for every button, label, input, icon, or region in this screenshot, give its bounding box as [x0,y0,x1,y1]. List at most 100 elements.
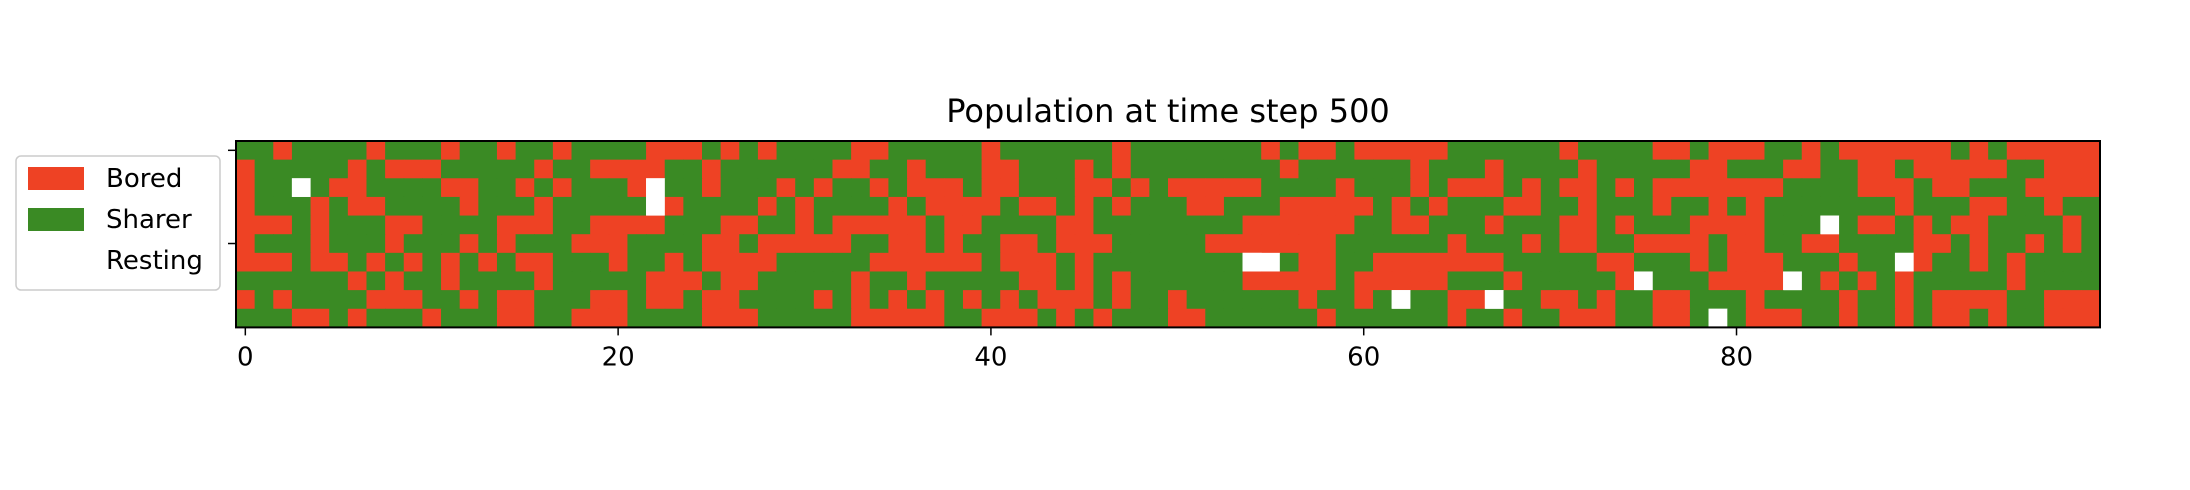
heatmap-cell [1168,159,1188,179]
heatmap-cell [1168,308,1188,328]
heatmap-cell [273,234,293,254]
heatmap-cell [1447,141,1467,161]
heatmap-cell [1857,178,1877,198]
heatmap-cell [1205,308,1225,328]
heatmap-cell [1578,159,1598,179]
heatmap-cell [813,234,834,254]
heatmap-cell [1447,196,1467,217]
legend-label: Bored [106,164,182,194]
heatmap-cell [608,271,629,291]
heatmap-cell [236,252,256,273]
heatmap-cell [1857,141,1877,161]
heatmap-cell [1932,178,1952,198]
heatmap-cell [273,308,293,328]
heatmap-cell-resting [1634,271,1653,291]
heatmap-cell [776,290,796,310]
heatmap-cell [1112,252,1132,273]
heatmap-cell [664,271,684,291]
heatmap-cell [1391,308,1411,328]
heatmap-cell [552,141,573,161]
heatmap-cell [310,159,330,179]
heatmap-cell [776,252,796,273]
heatmap-cell [776,308,796,328]
heatmap-cell [832,196,852,217]
heatmap-cell [925,290,945,310]
heatmap-cell [2006,234,2027,254]
heatmap-cell [1764,159,1784,179]
heatmap-cell [552,178,573,198]
heatmap-cell [1634,215,1654,235]
heatmap-cell [1559,308,1579,328]
heatmap-cell [1391,141,1411,161]
heatmap-cell [702,178,722,198]
heatmap-cell [254,178,274,198]
heatmap-cell [1056,159,1076,179]
heatmap-cell [627,141,647,161]
heatmap-cell [2081,215,2101,235]
heatmap-cell [1428,271,1449,291]
heatmap-cell [1503,159,1523,179]
heatmap-cell [496,196,517,217]
heatmap-cell [1634,290,1654,310]
heatmap-cell [2025,196,2045,217]
heatmap-cell [236,215,256,235]
heatmap-cell [1634,159,1654,179]
heatmap-cell [366,234,386,254]
heatmap-cell [683,252,703,273]
heatmap-cell [1335,215,1355,235]
heatmap-cell [1950,252,1971,273]
heatmap-cell [1634,252,1654,273]
heatmap-cell [571,252,591,273]
heatmap-cell [739,271,759,291]
heatmap-cell [1969,308,1989,328]
heatmap-cell [1950,178,1971,198]
heatmap-cell [1988,159,2008,179]
heatmap-cell [702,290,722,310]
heatmap-cell [1764,215,1784,235]
heatmap-cell [571,215,591,235]
heatmap-cell [888,271,908,291]
heatmap-cell [1876,308,1896,328]
heatmap-cell [1186,234,1206,254]
heatmap-cell [459,308,479,328]
heatmap-cell [1205,215,1225,235]
heatmap-cell [1913,141,1933,161]
heatmap-cell [1242,290,1262,310]
heatmap-cell [1037,215,1057,235]
heatmap-cell [776,141,796,161]
heatmap-cell [1969,196,1989,217]
heatmap-cell [1056,234,1076,254]
heatmap-cell [981,308,1001,328]
heatmap-cell [590,234,610,254]
heatmap-cell [1857,290,1877,310]
heatmap-cell [739,178,759,198]
heatmap-cell [1503,178,1523,198]
heatmap-cell [962,159,983,179]
heatmap-cell [1708,178,1728,198]
heatmap-cell [1671,271,1691,291]
heatmap-cell [1168,234,1188,254]
heatmap-cell [1708,159,1728,179]
heatmap-cell [869,196,889,217]
heatmap-cell [347,196,368,217]
heatmap-cell [627,290,647,310]
heatmap-cell [441,215,461,235]
heatmap-cell [1223,271,1244,291]
y-axis [228,149,236,245]
heatmap-cell [962,234,983,254]
heatmap-cell [1484,159,1505,179]
heatmap-cell [1615,252,1635,273]
heatmap-cell [459,196,479,217]
heatmap-cell [1223,234,1244,254]
heatmap-cell [1932,159,1952,179]
heatmap-cell [1335,159,1355,179]
heatmap-cell [683,178,703,198]
heatmap-cell [1447,215,1467,235]
heatmap-cell [1801,141,1821,161]
heatmap-cell [1969,215,1989,235]
heatmap-cell [888,252,908,273]
heatmap-cell [1056,141,1076,161]
heatmap-cell [1466,271,1486,291]
heatmap-cell [1074,178,1095,198]
heatmap-cell [2006,308,2027,328]
